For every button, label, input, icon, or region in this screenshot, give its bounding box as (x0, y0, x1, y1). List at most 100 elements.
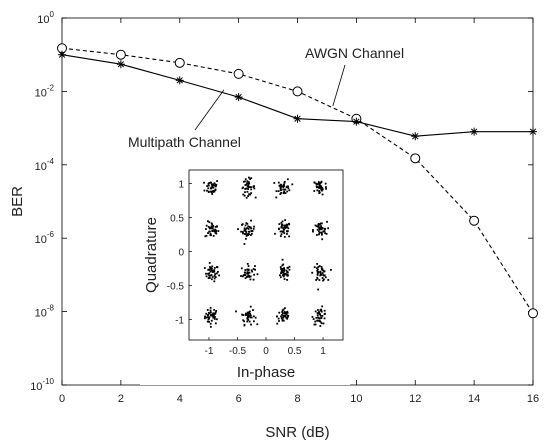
constellation-point (321, 315, 324, 317)
inset-y-tick-label: 0.5 (170, 214, 184, 225)
constellation-point (285, 273, 288, 276)
constellation-point (316, 269, 319, 272)
constellation-point (249, 234, 252, 236)
constellation-point (322, 274, 324, 276)
constellation-point (316, 274, 319, 276)
constellation-point (207, 225, 210, 228)
constellation-point (316, 228, 319, 231)
y-tick-label: 10-6 (35, 230, 55, 246)
constellation-point (318, 233, 320, 236)
constellation-point (319, 186, 322, 189)
constellation-point (214, 188, 217, 191)
constellation-point (321, 272, 324, 274)
constellation-point (215, 230, 218, 233)
constellation-point (244, 271, 246, 274)
constellation-point (243, 194, 246, 197)
constellation-point (245, 187, 248, 190)
constellation-point (279, 274, 281, 277)
constellation-point (235, 310, 237, 313)
constellation-point (318, 265, 321, 267)
constellation-point (246, 268, 249, 271)
constellation-point (320, 227, 323, 229)
constellation-point (316, 276, 319, 279)
constellation-point (317, 309, 319, 311)
constellation-point (283, 184, 286, 187)
awgn-point (115, 49, 126, 60)
constellation-point (250, 177, 253, 180)
constellation-point (327, 279, 330, 281)
constellation-point (210, 222, 213, 225)
constellation-point (244, 313, 247, 316)
constellation-point (323, 270, 326, 273)
constellation-point (250, 232, 253, 235)
constellation-point (282, 319, 285, 322)
constellation-point (316, 273, 319, 275)
constellation-point (320, 273, 322, 276)
asterisk-stroke (470, 128, 478, 135)
inset-x-tick-label: -0.5 (229, 346, 247, 357)
constellation-point (211, 230, 214, 232)
constellation-point (204, 235, 207, 238)
constellation-point (211, 223, 214, 226)
multipath-point (352, 117, 361, 126)
constellation-point (215, 232, 218, 235)
constellation-point (284, 314, 287, 317)
constellation-point (218, 274, 221, 277)
constellation-point (314, 320, 317, 323)
constellation-point (282, 275, 285, 278)
constellation-point (318, 279, 321, 281)
x-tick-label: 2 (118, 393, 124, 405)
constellation-point (254, 196, 257, 199)
constellation-point (209, 314, 212, 316)
constellation-point (211, 226, 214, 228)
constellation-point (248, 176, 250, 179)
constellation-point (281, 185, 283, 188)
constellation-point (323, 317, 326, 320)
constellation-point (283, 312, 286, 315)
constellation-point (249, 275, 252, 278)
constellation-point (209, 311, 212, 314)
awgn-point (528, 308, 538, 319)
constellation-point (322, 322, 325, 325)
constellation-point (318, 182, 321, 184)
constellation-point (321, 277, 324, 279)
constellation-point (247, 230, 250, 233)
constellation-point (287, 266, 289, 269)
constellation-point (320, 188, 323, 191)
asterisk-stroke (235, 93, 242, 101)
constellation-point (286, 310, 289, 313)
constellation-point (211, 313, 214, 316)
asterisk-stroke (176, 77, 183, 84)
constellation-point (286, 317, 289, 320)
constellation-point (213, 308, 216, 311)
constellation-point (279, 185, 282, 188)
constellation-point (209, 325, 212, 328)
constellation-point (248, 271, 251, 274)
constellation-point (247, 225, 250, 228)
constellation-point (283, 267, 285, 270)
constellation-point (280, 271, 283, 273)
multipath-annotation-pointer (194, 89, 225, 131)
constellation-point (315, 267, 318, 270)
constellation-point (313, 323, 316, 326)
constellation-point (312, 230, 314, 233)
inset-x-tick-label: 0 (263, 346, 269, 357)
constellation-point (318, 227, 321, 229)
constellation-point (291, 183, 294, 186)
constellation-point (208, 277, 211, 279)
constellation-point (280, 269, 283, 272)
constellation-point (316, 277, 319, 280)
constellation-point (208, 230, 211, 233)
asterisk-stroke (294, 115, 301, 122)
constellation-point (217, 230, 220, 232)
constellation-point (284, 219, 287, 222)
constellation-point (318, 232, 321, 234)
constellation-point (320, 310, 323, 313)
constellation-point (205, 312, 208, 315)
constellation-point (211, 269, 214, 272)
constellation-point (282, 230, 285, 233)
constellation-point (319, 182, 322, 184)
constellation-point (279, 186, 282, 189)
asterisk-stroke (58, 51, 66, 58)
awgn-point (292, 86, 303, 97)
